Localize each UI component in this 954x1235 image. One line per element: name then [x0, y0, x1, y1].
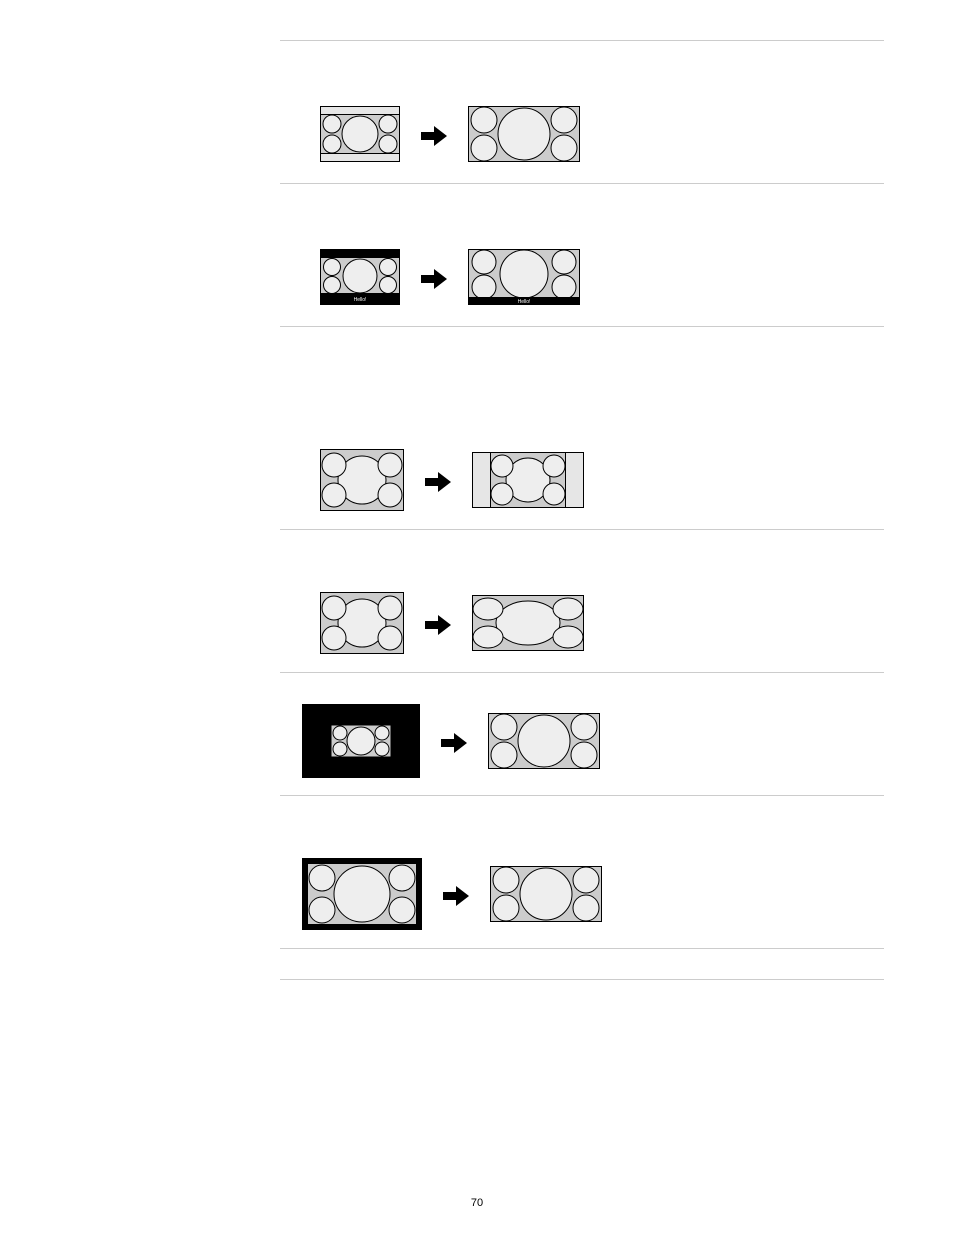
aspect-diagram-right: [488, 713, 600, 774]
aspect-diagram-right: [468, 106, 580, 167]
arrow-right-icon: [440, 729, 468, 757]
svg-text:Hello!: Hello!: [518, 299, 531, 305]
diagram-row-4: [70, 590, 884, 660]
rule: [280, 979, 884, 980]
arrow-right-icon: [420, 122, 448, 150]
aspect-diagram-left: Hello!: [320, 249, 400, 310]
diagram-row-6: [70, 856, 884, 936]
aspect-diagram-right: Hello!: [468, 249, 580, 310]
arrow-right-icon: [424, 468, 452, 496]
diagram-row-1: [70, 101, 884, 171]
aspect-diagram-right: [490, 866, 602, 927]
document-page: Hello! Hello!: [0, 0, 954, 1235]
diagram-row-2: Hello! Hello!: [70, 244, 884, 314]
aspect-diagram-left: [320, 449, 404, 516]
aspect-diagram-right: [472, 452, 584, 513]
aspect-diagram-left: [320, 106, 400, 167]
svg-text:Hello!: Hello!: [354, 297, 367, 303]
aspect-diagram-left: [302, 858, 422, 935]
arrow-right-icon: [420, 265, 448, 293]
aspect-diagram-left: [320, 592, 404, 659]
page-number: 70: [0, 1197, 954, 1209]
aspect-diagram-right: [472, 595, 584, 656]
arrow-right-icon: [424, 611, 452, 639]
diagram-row-3: [70, 447, 884, 517]
diagram-row-5: [70, 703, 884, 783]
arrow-right-icon: [442, 882, 470, 910]
aspect-diagram-left: [302, 704, 420, 783]
